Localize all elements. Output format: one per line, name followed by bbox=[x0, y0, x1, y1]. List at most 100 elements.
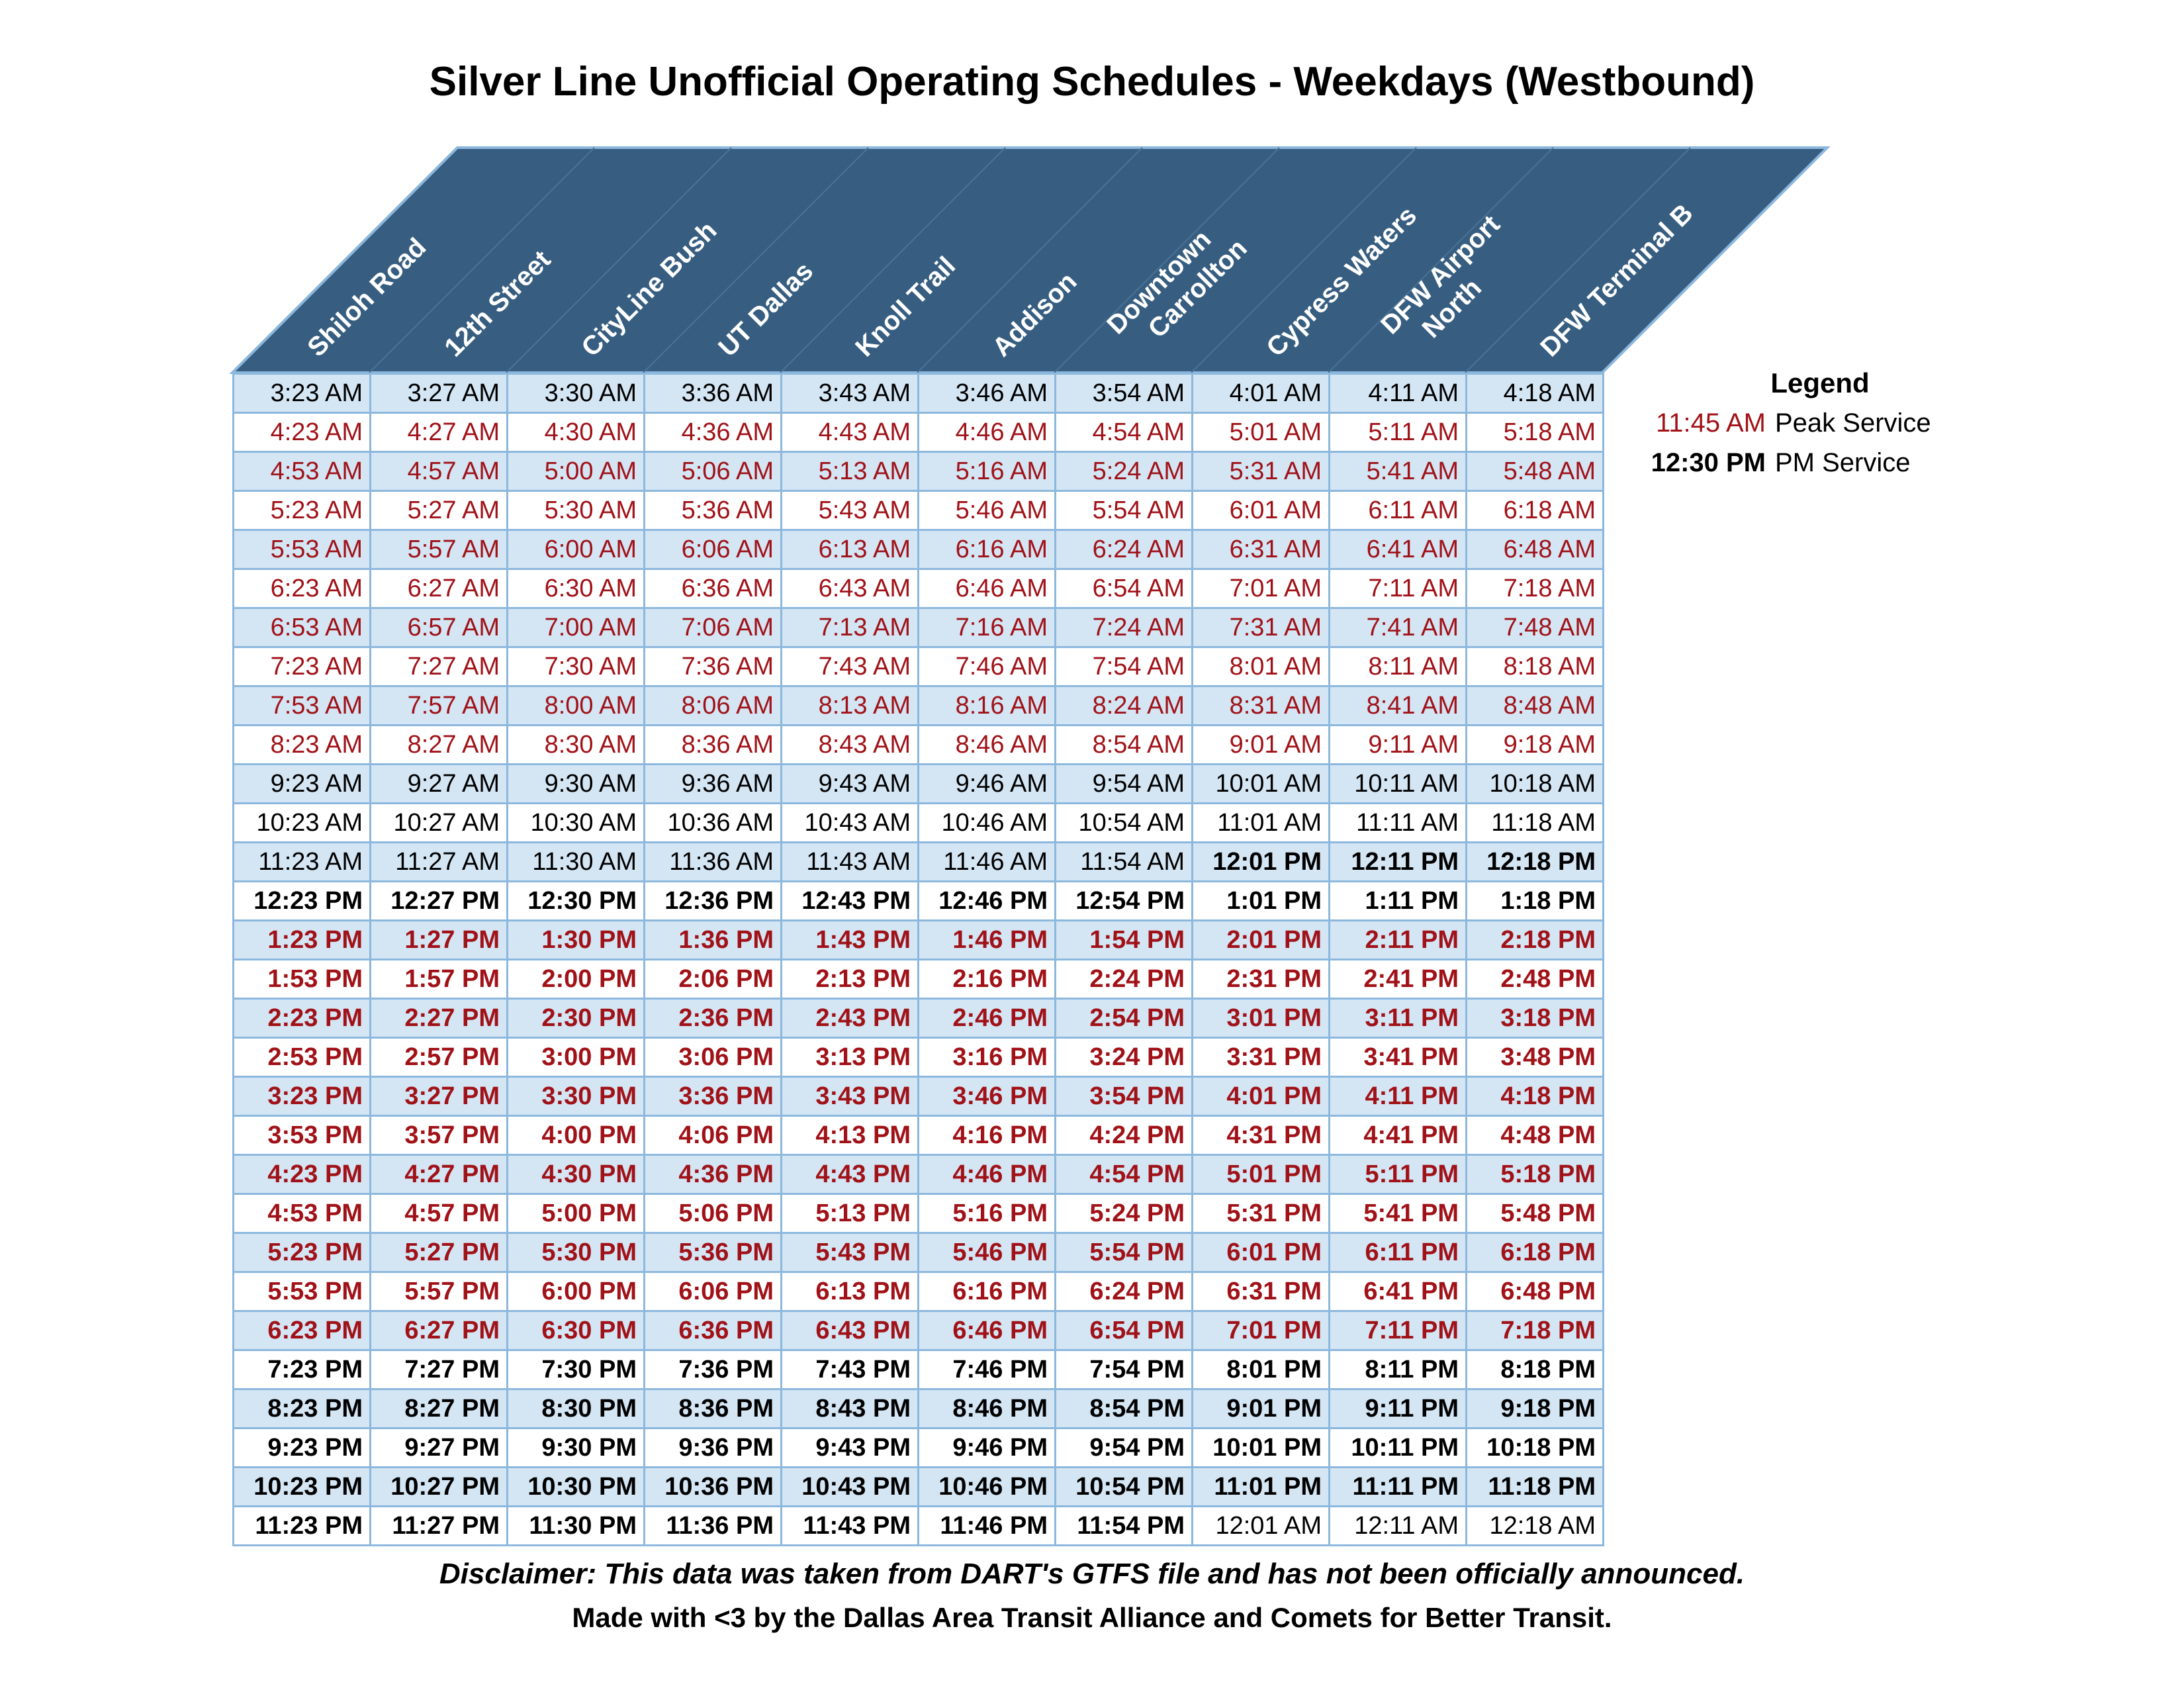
time-cell: 12:54 PM bbox=[1054, 880, 1193, 921]
time-cell: 3:16 PM bbox=[917, 1037, 1056, 1078]
table-row: 4:23 PM 4:27 PM 4:30 PM 4:36 PM 4:43 PM 4:46 … bbox=[232, 1154, 1604, 1195]
time-cell: 10:36 AM bbox=[643, 802, 782, 843]
time-cell: 4:53 AM bbox=[232, 451, 371, 492]
time-cell: 2:41 PM bbox=[1328, 959, 1467, 1000]
time-cell: 5:00 AM bbox=[506, 451, 645, 492]
time-cell: 5:31 AM bbox=[1191, 451, 1330, 492]
table-row: 7:53 AM 7:57 AM 8:00 AM 8:06 AM 8:13 AM 8:16 … bbox=[232, 685, 1604, 726]
time-cell: 4:23 PM bbox=[232, 1154, 371, 1195]
time-cell: 10:36 PM bbox=[643, 1466, 782, 1507]
table-row: 3:53 PM 3:57 PM 4:00 PM 4:06 PM 4:13 PM 4:16 … bbox=[232, 1115, 1604, 1156]
time-cell: 7:54 AM bbox=[1054, 646, 1193, 687]
time-cell: 4:27 PM bbox=[369, 1154, 508, 1195]
time-cell: 6:06 PM bbox=[643, 1271, 782, 1312]
time-cell: 12:18 AM bbox=[1465, 1505, 1604, 1546]
time-cell: 8:31 AM bbox=[1191, 685, 1330, 726]
time-cell: 3:27 AM bbox=[369, 373, 508, 414]
time-cell: 8:48 AM bbox=[1465, 685, 1604, 726]
time-cell: 5:57 AM bbox=[369, 529, 508, 570]
time-cell: 2:48 PM bbox=[1465, 959, 1604, 1000]
time-cell: 5:54 AM bbox=[1054, 490, 1193, 531]
time-cell: 6:36 PM bbox=[643, 1310, 782, 1351]
time-cell: 7:43 AM bbox=[780, 646, 919, 687]
time-cell: 7:11 AM bbox=[1328, 568, 1467, 609]
time-cell: 7:16 AM bbox=[917, 607, 1056, 648]
time-cell: 8:30 AM bbox=[506, 724, 645, 765]
time-cell: 2:27 PM bbox=[369, 998, 508, 1039]
table-row: 10:23 AM 10:27 AM 10:30 AM 10:36 AM 10:43 AM… bbox=[232, 802, 1604, 843]
table-row: 5:53 PM 5:57 PM 6:00 PM 6:06 PM 6:13 PM 6:16 … bbox=[232, 1271, 1604, 1312]
time-cell: 8:23 AM bbox=[232, 724, 371, 765]
time-cell: 10:18 PM bbox=[1465, 1427, 1604, 1468]
time-cell: 8:11 PM bbox=[1328, 1349, 1467, 1390]
time-cell: 3:30 PM bbox=[506, 1076, 645, 1117]
time-cell: 6:43 PM bbox=[780, 1310, 919, 1351]
time-cell: 9:18 AM bbox=[1465, 724, 1604, 765]
time-cell: 1:53 PM bbox=[232, 959, 371, 1000]
time-cell: 8:54 PM bbox=[1054, 1388, 1193, 1429]
time-cell: 1:46 PM bbox=[917, 919, 1056, 961]
time-cell: 8:00 AM bbox=[506, 685, 645, 726]
time-cell: 2:11 PM bbox=[1328, 919, 1467, 961]
header-divider bbox=[917, 147, 1143, 373]
time-cell: 5:53 PM bbox=[232, 1271, 371, 1312]
time-cell: 5:41 PM bbox=[1328, 1193, 1467, 1234]
time-cell: 5:11 PM bbox=[1328, 1154, 1467, 1195]
table-row: 8:23 PM 8:27 PM 8:30 PM 8:36 PM 8:43 PM 8:46 … bbox=[232, 1388, 1604, 1429]
time-cell: 4:54 PM bbox=[1054, 1154, 1193, 1195]
time-cell: 8:16 AM bbox=[917, 685, 1056, 726]
time-cell: 5:30 PM bbox=[506, 1232, 645, 1273]
time-cell: 9:54 AM bbox=[1054, 763, 1193, 804]
time-cell: 2:24 PM bbox=[1054, 959, 1193, 1000]
time-cell: 3:43 PM bbox=[780, 1076, 919, 1117]
time-cell: 11:18 PM bbox=[1465, 1466, 1604, 1507]
time-cell: 9:27 AM bbox=[369, 763, 508, 804]
time-cell: 4:30 AM bbox=[506, 412, 645, 453]
time-cell: 8:43 PM bbox=[780, 1388, 919, 1429]
time-cell: 2:31 PM bbox=[1191, 959, 1330, 1000]
time-cell: 4:24 PM bbox=[1054, 1115, 1193, 1156]
time-cell: 5:53 AM bbox=[232, 529, 371, 570]
time-cell: 9:18 PM bbox=[1465, 1388, 1604, 1429]
time-cell: 12:46 PM bbox=[917, 880, 1056, 921]
time-cell: 4:30 PM bbox=[506, 1154, 645, 1195]
time-cell: 6:18 AM bbox=[1465, 490, 1604, 531]
time-cell: 9:11 PM bbox=[1328, 1388, 1467, 1429]
time-cell: 8:06 AM bbox=[643, 685, 782, 726]
header-divider bbox=[369, 147, 595, 373]
time-cell: 7:27 PM bbox=[369, 1349, 508, 1390]
time-cell: 11:54 PM bbox=[1054, 1505, 1193, 1546]
time-cell: 7:01 PM bbox=[1191, 1310, 1330, 1351]
time-cell: 5:30 AM bbox=[506, 490, 645, 531]
time-cell: 3:27 PM bbox=[369, 1076, 508, 1117]
time-cell: 6:06 AM bbox=[643, 529, 782, 570]
time-cell: 11:11 PM bbox=[1328, 1466, 1467, 1507]
time-cell: 10:30 PM bbox=[506, 1466, 645, 1507]
time-cell: 4:31 PM bbox=[1191, 1115, 1330, 1156]
time-cell: 5:06 PM bbox=[643, 1193, 782, 1234]
time-cell: 7:18 AM bbox=[1465, 568, 1604, 609]
time-cell: 4:16 PM bbox=[917, 1115, 1056, 1156]
time-cell: 10:54 AM bbox=[1054, 802, 1193, 843]
time-cell: 9:54 PM bbox=[1054, 1427, 1193, 1468]
time-cell: 10:23 PM bbox=[232, 1466, 371, 1507]
time-cell: 5:16 AM bbox=[917, 451, 1056, 492]
time-cell: 5:23 PM bbox=[232, 1232, 371, 1273]
time-cell: 10:27 PM bbox=[369, 1466, 508, 1507]
time-cell: 3:06 PM bbox=[643, 1037, 782, 1078]
time-cell: 6:53 AM bbox=[232, 607, 371, 648]
time-cell: 7:31 AM bbox=[1191, 607, 1330, 648]
time-cell: 10:11 AM bbox=[1328, 763, 1467, 804]
time-cell: 6:48 PM bbox=[1465, 1271, 1604, 1312]
time-cell: 7:00 AM bbox=[506, 607, 645, 648]
time-cell: 8:23 PM bbox=[232, 1388, 371, 1429]
time-cell: 9:23 PM bbox=[232, 1427, 371, 1468]
time-cell: 6:24 PM bbox=[1054, 1271, 1193, 1312]
time-cell: 11:18 AM bbox=[1465, 802, 1604, 843]
time-cell: 4:43 AM bbox=[780, 412, 919, 453]
table-row: 11:23 PM 11:27 PM 11:30 PM 11:36 PM 11:43 PM… bbox=[232, 1505, 1604, 1546]
time-cell: 4:01 AM bbox=[1191, 373, 1330, 414]
time-cell: 5:27 AM bbox=[369, 490, 508, 531]
time-cell: 3:54 AM bbox=[1054, 373, 1193, 414]
time-cell: 3:23 AM bbox=[232, 373, 371, 414]
